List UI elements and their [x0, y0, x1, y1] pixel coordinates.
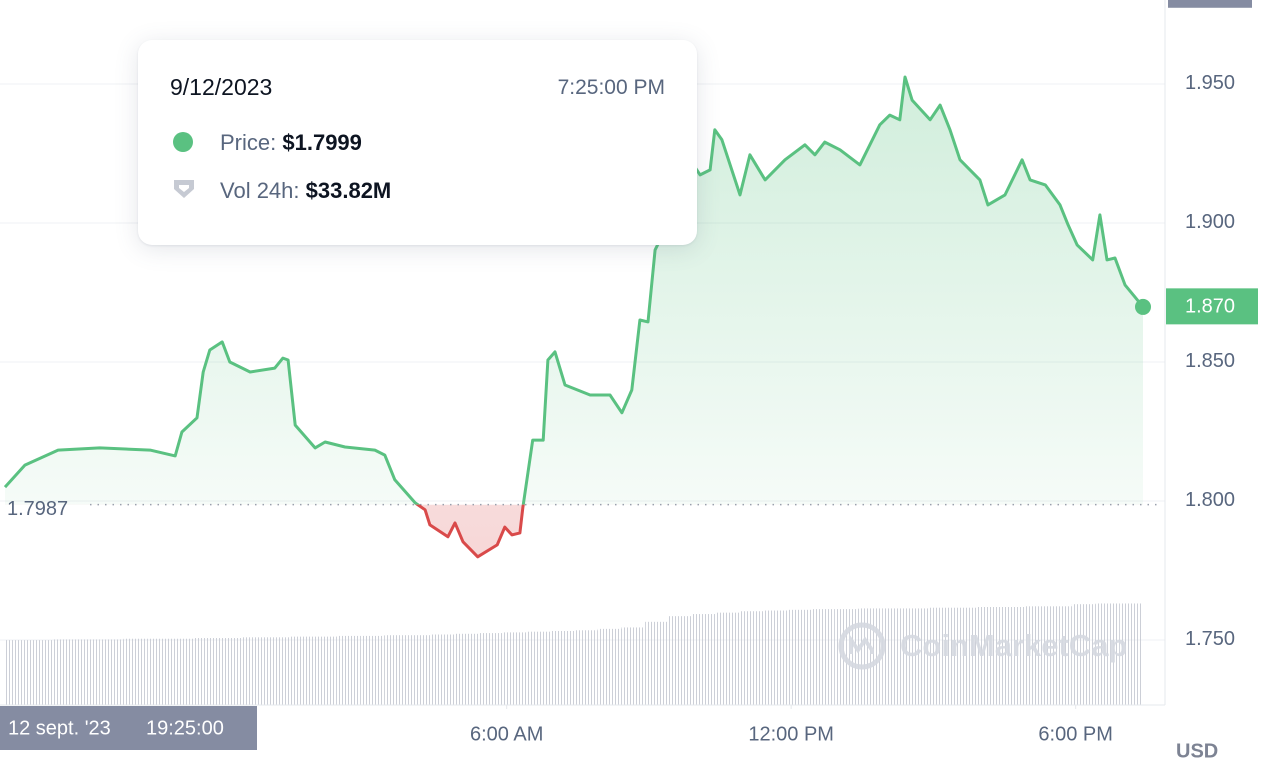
volume-bar: [502, 632, 527, 705]
volume-bar: [1119, 603, 1143, 705]
volume-bar: [170, 638, 195, 705]
volume-bar: [574, 630, 598, 705]
volume-bar: [194, 638, 219, 705]
y-tick-label: 1.900: [1185, 211, 1235, 233]
volume-bar: [1000, 607, 1025, 705]
volume-icon: [174, 180, 194, 198]
volume-bar: [668, 616, 693, 705]
tooltip: 9/12/2023 7:25:00 PM Price: $1.7999 Vol …: [138, 40, 697, 245]
volume-bar: [1071, 604, 1096, 705]
current-price-box: [1166, 288, 1258, 325]
volume-bar: [455, 633, 480, 705]
volume-bar: [28, 640, 53, 705]
volume-bar: [550, 630, 574, 705]
volume-bar: [431, 634, 456, 705]
high-label-box: [1168, 0, 1252, 8]
volume-bar: [1095, 603, 1120, 705]
watermark-text: CoinMarketCap: [900, 628, 1127, 663]
watermark-logo: [838, 622, 886, 670]
crosshair-date: 12 sept. '23: [8, 717, 111, 739]
price-line: [3, 75, 1145, 505]
volume-bar: [692, 614, 717, 705]
price-label: Price:: [220, 130, 277, 155]
volume-bar: [408, 635, 432, 705]
volume-bar: [479, 633, 503, 705]
volume-bar: [218, 638, 243, 705]
plot: [3, 75, 1160, 559]
volume-bar: [123, 638, 148, 705]
volume-bar: [1024, 606, 1049, 705]
volume-label: Vol 24h:: [220, 178, 300, 203]
crosshair-label-box: [0, 706, 257, 750]
y-tick-label: 1.950: [1185, 72, 1235, 94]
tooltip-time: 7:25:00 PM: [557, 76, 665, 99]
volume-bar: [52, 639, 77, 705]
tooltip-price-row: Price: $1.7999: [220, 130, 362, 156]
volume-bar: [336, 635, 361, 705]
volume-bar: [5, 640, 29, 705]
area-above-baseline: [5, 77, 1143, 505]
volume-bar: [787, 609, 812, 705]
volume-bar: [953, 607, 978, 705]
volume-bar: [76, 639, 100, 705]
volume-bar: [1048, 606, 1072, 705]
tooltip-volume-row: Vol 24h: $33.82M: [220, 178, 391, 204]
volume-bar: [99, 639, 124, 705]
watermark-logo-mark: [849, 633, 874, 654]
volume-bar: [977, 607, 1001, 705]
baseline-label: 1.7987: [7, 498, 68, 520]
high-label: 1.981: [1185, 0, 1235, 3]
tooltip-date: 9/12/2023: [170, 74, 273, 100]
x-tick-label: 6:00 AM: [470, 723, 543, 745]
x-tick-label: 12:00 PM: [748, 723, 834, 745]
current-price-label: 1.870: [1185, 296, 1235, 318]
y-tick-label: 1.750: [1185, 628, 1235, 650]
y-tick-label: 1.850: [1185, 350, 1235, 372]
volume-bar: [313, 636, 337, 705]
volume-bars: [5, 603, 1143, 705]
volume-bar: [645, 621, 669, 705]
volume-bar: [242, 637, 266, 705]
volume-bar: [905, 608, 930, 705]
volume-bar: [811, 609, 835, 705]
volume-value: $33.82M: [305, 178, 392, 203]
volume-bar: [147, 638, 171, 705]
y-tick-label: 1.800: [1185, 489, 1235, 511]
price-dot-icon: [173, 132, 193, 152]
price-value: $1.7999: [282, 130, 362, 155]
volume-bar: [597, 628, 622, 705]
crosshair-time: 19:25:00: [146, 717, 224, 739]
volume-bar: [716, 612, 740, 705]
volume-bar: [739, 611, 764, 705]
x-tick-label: 6:00 PM: [1038, 723, 1112, 745]
volume-bar: [289, 636, 314, 705]
volume-bar: [882, 608, 906, 705]
volume-bar: [763, 610, 788, 705]
volume-bar: [360, 635, 385, 705]
volume-bar: [929, 607, 954, 705]
volume-bar: [621, 627, 646, 705]
volume-bar: [265, 637, 290, 705]
volume-bar: [526, 631, 551, 705]
watermark: CoinMarketCap: [838, 622, 1127, 670]
volume-bar: [384, 635, 409, 705]
currency-label: USD: [1176, 740, 1218, 762]
last-price-dot: [1135, 298, 1151, 315]
volume-icon-inner: [179, 185, 189, 192]
